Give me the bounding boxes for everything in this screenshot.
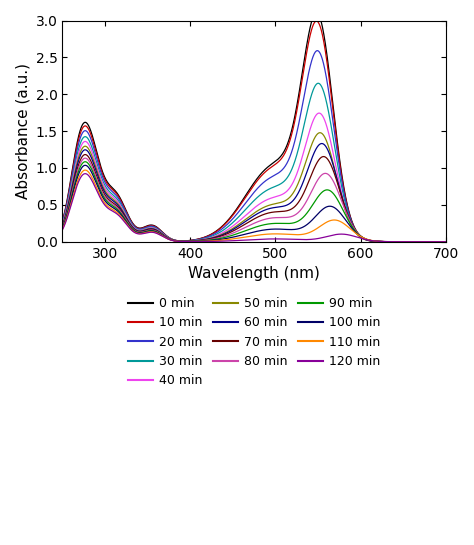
X-axis label: Wavelength (nm): Wavelength (nm) xyxy=(188,266,320,281)
Legend: 0 min, 10 min, 20 min, 30 min, 40 min, 50 min, 60 min, 70 min, 80 min, 90 min, 1: 0 min, 10 min, 20 min, 30 min, 40 min, 5… xyxy=(123,292,385,392)
Y-axis label: Absorbance (a.u.): Absorbance (a.u.) xyxy=(15,63,30,199)
